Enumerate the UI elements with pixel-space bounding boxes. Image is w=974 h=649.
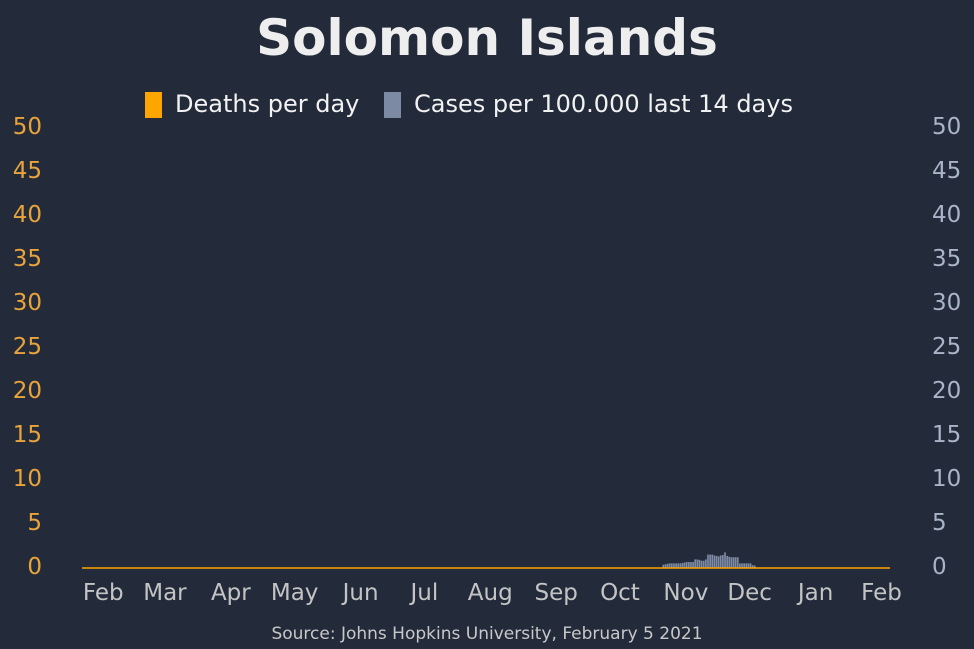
y-right-tick-label: 50 [932,114,961,140]
y-right-tick-label: 40 [932,202,961,228]
cases-bar [722,555,724,568]
y-axis-right: 0 5 10 15 20 25 30 35 40 45 50 [932,114,961,580]
y-left-tick-label: 0 [27,554,42,580]
x-tick-label: Mar [143,580,187,606]
cases-bar [709,554,711,568]
legend-label-deaths: Deaths per day [175,90,359,118]
x-tick-label: Jan [796,580,833,606]
x-tick-label: Oct [600,580,640,606]
x-tick-label: Apr [211,580,251,606]
x-tick-label: Sep [534,580,577,606]
source-note: Source: Johns Hopkins University, Februa… [271,624,702,644]
cases-bar [719,555,722,568]
cases-bar [666,563,669,568]
cases-bar [673,563,675,568]
cases-bar [692,562,694,568]
y-left-tick-label: 10 [13,466,42,492]
chart-title: Solomon Islands [256,9,718,67]
y-left-tick-label: 50 [13,114,42,140]
cases-bar [694,559,697,568]
cases-bar [741,563,743,568]
legend-swatch-deaths [145,92,162,118]
cases-bar [668,563,671,568]
y-right-tick-label: 25 [932,334,961,360]
legend: Deaths per day Cases per 100.000 last 14… [145,90,793,118]
y-left-tick-label: 45 [13,158,42,184]
cases-bar [677,563,680,568]
cases-bar [713,555,716,568]
cases-bar [736,557,739,568]
cases-bar [711,554,714,568]
x-tick-label: Feb [83,580,124,606]
cases-bar [749,563,752,568]
cases-bar [707,554,709,568]
cases-bars [662,552,756,568]
y-axis-left: 0 5 10 15 20 25 30 35 40 45 50 [13,114,42,580]
x-tick-label: May [271,580,319,606]
cases-bar [664,564,667,568]
x-tick-label: Feb [861,580,902,606]
cases-bar [698,559,701,568]
cases-bar [690,562,692,568]
y-left-tick-label: 40 [13,202,42,228]
y-left-tick-label: 5 [27,510,42,536]
y-left-tick-label: 35 [13,246,42,272]
cases-bar [717,556,720,568]
cases-bar [715,555,718,568]
y-right-tick-label: 15 [932,422,961,448]
cases-bar [702,560,705,568]
cases-bar [747,563,750,568]
cases-bar [734,557,737,568]
y-right-tick-label: 45 [932,158,961,184]
x-tick-label: Nov [663,580,708,606]
y-right-tick-label: 30 [932,290,961,316]
legend-swatch-cases [384,92,401,118]
y-left-tick-label: 15 [13,422,42,448]
cases-bar [753,565,756,568]
cases-bar [662,564,665,568]
cases-bar [670,563,673,568]
cases-bar [679,563,682,568]
cases-bar [745,563,748,568]
cases-bar [728,556,731,568]
cases-bar [688,562,690,568]
y-left-tick-label: 25 [13,334,42,360]
cases-bar [739,563,741,568]
y-right-tick-label: 0 [932,554,947,580]
cases-bar [705,559,707,568]
cases-bar [681,562,684,568]
cases-bar [743,563,745,568]
y-right-tick-label: 10 [932,466,961,492]
cases-bar [683,562,686,568]
cases-bar [732,557,735,568]
y-left-tick-label: 20 [13,378,42,404]
x-tick-label: Jul [408,580,438,606]
legend-label-cases: Cases per 100.000 last 14 days [414,90,793,118]
cases-bar [700,560,703,568]
cases-bar [726,555,728,568]
cases-bar [675,563,677,568]
cases-bar [696,559,699,568]
cases-bar [724,552,726,568]
cases-bar [751,565,754,568]
x-tick-label: Jun [341,580,379,606]
cases-bar [730,557,733,568]
cases-bar [685,562,688,568]
x-tick-label: Aug [468,580,513,606]
y-right-tick-label: 5 [932,510,947,536]
y-left-tick-label: 30 [13,290,42,316]
x-tick-label: Dec [727,580,772,606]
y-right-tick-label: 20 [932,378,961,404]
y-right-tick-label: 35 [932,246,961,272]
x-axis: Feb Mar Apr May Jun Jul Aug Sep Oct Nov Dec Jan Feb [83,580,902,606]
